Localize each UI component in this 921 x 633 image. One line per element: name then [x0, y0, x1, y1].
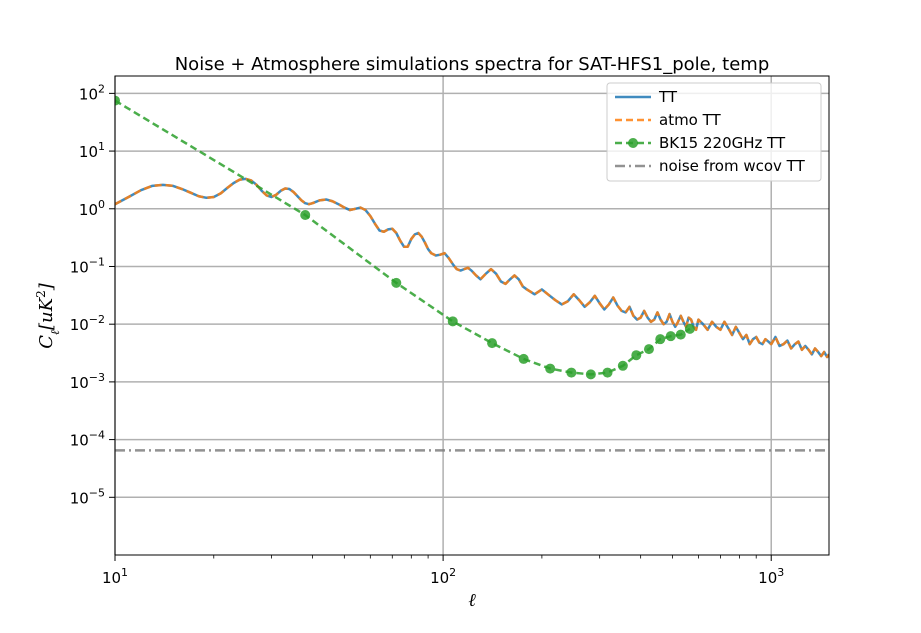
data-point — [602, 367, 613, 378]
x-axis-label: ℓ — [468, 590, 476, 611]
x-tick-label: 102 — [430, 566, 456, 587]
series-line-atmo-tt — [115, 177, 829, 359]
data-point — [447, 316, 458, 327]
data-point — [487, 338, 498, 349]
y-tick-label: 10−5 — [70, 486, 105, 507]
data-point — [643, 344, 654, 355]
data-point — [684, 323, 695, 334]
x-axis: 101 102 103 — [102, 555, 784, 587]
legend-label: noise from wcov TT — [659, 157, 806, 175]
y-tick-label: 10−1 — [70, 255, 105, 276]
data-point — [655, 334, 666, 345]
x-tick-label: 103 — [758, 566, 784, 587]
y-tick-label: 102 — [79, 82, 105, 103]
data-point — [566, 367, 577, 378]
legend: TT atmo TT BK15 220GHz TT noise from wcov T… — [606, 82, 822, 182]
legend-label: atmo TT — [659, 111, 722, 129]
data-point — [518, 353, 529, 364]
legend-label: BK15 220GHz TT — [659, 134, 786, 152]
data-point — [300, 210, 311, 221]
legend-label: TT — [658, 88, 678, 106]
y-tick-label: 10−2 — [70, 313, 105, 334]
legend-box — [606, 82, 822, 182]
y-tick-label: 10−3 — [70, 371, 105, 392]
data-point — [115, 95, 120, 106]
series-layer — [115, 95, 829, 452]
data-point — [675, 329, 686, 340]
y-tick-label: 101 — [79, 140, 105, 161]
data-point — [545, 363, 556, 374]
chart-title: Noise + Atmosphere simulations spectra f… — [175, 54, 770, 75]
plot-frame — [114, 75, 830, 556]
y-tick-label: 100 — [79, 198, 105, 219]
y-tick-label: 10−4 — [70, 429, 105, 450]
data-point — [631, 350, 642, 361]
data-point — [617, 360, 628, 371]
y-axis: 102 101 100 10−1 10−2 10−3 10−4 10−5 — [70, 82, 115, 507]
data-point — [585, 369, 596, 380]
x-tick-label: 101 — [102, 566, 128, 587]
legend-marker — [628, 138, 638, 148]
data-point — [391, 277, 402, 288]
data-point — [665, 331, 676, 342]
